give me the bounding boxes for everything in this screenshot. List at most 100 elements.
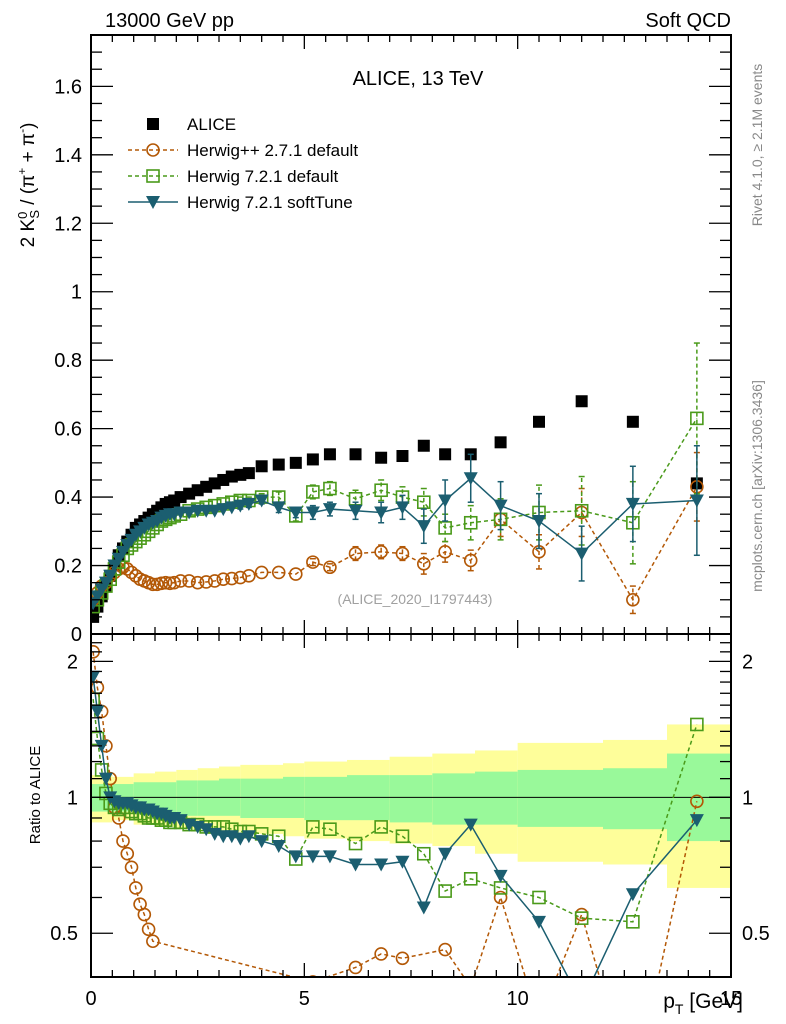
data-point <box>416 495 431 510</box>
data-point <box>626 415 639 428</box>
ratio-data-point <box>308 975 318 977</box>
data-point <box>199 575 213 589</box>
data-point <box>374 483 388 498</box>
data-point <box>216 572 231 587</box>
y-tick-label-1.6: 1.6 <box>54 76 82 98</box>
legend: ALICE Herwig++ 2.7.1 default Herwig 7.2.1 … <box>128 115 358 212</box>
data-point <box>207 574 222 588</box>
ratio-data-point <box>395 829 410 844</box>
ratio-data-point <box>306 820 320 834</box>
data-point <box>216 503 231 517</box>
data-point <box>689 494 704 508</box>
data-point <box>463 515 478 530</box>
data-point <box>306 453 319 466</box>
ratio-uncertainty-bands <box>91 724 731 888</box>
data-point <box>233 499 248 513</box>
band-inner <box>389 775 433 823</box>
data-point <box>348 504 363 518</box>
ratio-data-point <box>124 860 139 875</box>
data-point <box>305 506 320 520</box>
data-point <box>374 506 389 520</box>
y-tick-label-1.4: 1.4 <box>54 145 82 167</box>
data-point <box>289 456 302 469</box>
ratio-data-point <box>625 888 640 902</box>
legend-item-alice: ALICE <box>147 115 236 134</box>
data-point <box>124 565 139 580</box>
data-point <box>349 448 362 461</box>
legend-item-herwig-7-2-1-default: Herwig 7.2.1 default <box>128 167 338 186</box>
legend-marker-icon <box>147 118 159 130</box>
ratio-panel-frame <box>90 633 732 978</box>
ratio-data-point <box>395 951 410 966</box>
analysis-id-annotation: (ALICE_2020_I1797443) <box>338 591 493 607</box>
ratio-series-herwig-7-2-1-softtune <box>91 670 704 977</box>
data-point <box>288 506 303 520</box>
data-point <box>242 569 256 583</box>
ratio-y-tick-label-1: 1 <box>67 787 78 809</box>
x-axis-title-text: pT [GeV] <box>663 990 743 1017</box>
ratio-y-axis-label: Ratio to ALICE <box>27 746 44 844</box>
data-point <box>439 448 452 461</box>
data-point <box>306 555 320 569</box>
legend-marker-icon <box>146 196 160 209</box>
data-point <box>375 451 388 464</box>
data-point <box>271 565 286 580</box>
ratio-y-tick-label-0.5: 0.5 <box>50 923 78 945</box>
legend-item-herwig-2-7-1-default: Herwig++ 2.7.1 default <box>128 141 358 160</box>
ratio-data-point <box>374 947 388 961</box>
ratio-data-point <box>493 890 508 905</box>
data-point <box>416 520 431 534</box>
data-point <box>374 545 388 559</box>
data-point <box>207 504 222 518</box>
x-tick-label-5: 5 <box>299 988 310 1010</box>
data-point <box>254 565 269 580</box>
ratio-y-tick-label-2: 2 <box>67 651 78 673</box>
ratio-data-point <box>395 855 410 869</box>
data-point <box>532 515 546 529</box>
data-point <box>182 506 197 520</box>
legend-marker-icon <box>146 169 160 183</box>
ratio-data-point <box>463 872 478 886</box>
ratio-data-point <box>463 818 478 832</box>
ratio-data-point <box>137 907 152 922</box>
y-tick-label-0.4: 0.4 <box>54 487 82 509</box>
main-y-axis-label: 2 K0S / (π+ + π-) <box>15 123 42 248</box>
data-point <box>438 521 452 535</box>
data-point <box>690 411 704 426</box>
band-inner <box>240 778 283 818</box>
band-inner <box>197 780 219 816</box>
data-point <box>494 436 507 449</box>
series-herwig-7-2-1-softtune <box>91 444 704 611</box>
band-inner <box>155 782 177 814</box>
ratio-data-point <box>690 794 704 809</box>
ratio-data-point <box>533 1015 545 1024</box>
data-point <box>493 499 508 513</box>
data-point <box>438 545 452 559</box>
data-point <box>154 576 169 591</box>
data-point <box>626 592 640 607</box>
data-point <box>396 450 409 463</box>
ratio-data-point <box>689 814 704 828</box>
x-axis-title: pT [GeV] <box>663 990 743 1017</box>
data-point <box>241 497 256 511</box>
series-herwig-2-7-1-default <box>91 451 704 615</box>
data-point <box>306 485 320 499</box>
ratio-data-point <box>241 830 256 844</box>
data-point <box>323 448 336 461</box>
ratio-data-point <box>91 705 105 719</box>
ratio-data-point <box>532 915 546 929</box>
data-point <box>574 547 589 561</box>
ratio-data-point <box>305 850 320 864</box>
data-point <box>533 415 545 428</box>
data-point <box>417 439 430 452</box>
legend-label: Herwig++ 2.7.1 default <box>187 141 358 160</box>
band-inner <box>432 773 475 825</box>
ratio-data-point <box>348 836 363 851</box>
ratio-data-point <box>465 981 477 993</box>
ratio-data-point <box>374 820 388 834</box>
data-point <box>120 562 135 576</box>
rivet-version-label: Rivet 4.1.0, ≥ 2.1M events <box>749 64 765 227</box>
mcplots-label: mcplots.cern.ch [arXiv:1306.3436] <box>749 380 765 592</box>
data-point <box>146 577 160 592</box>
data-point <box>323 560 337 575</box>
